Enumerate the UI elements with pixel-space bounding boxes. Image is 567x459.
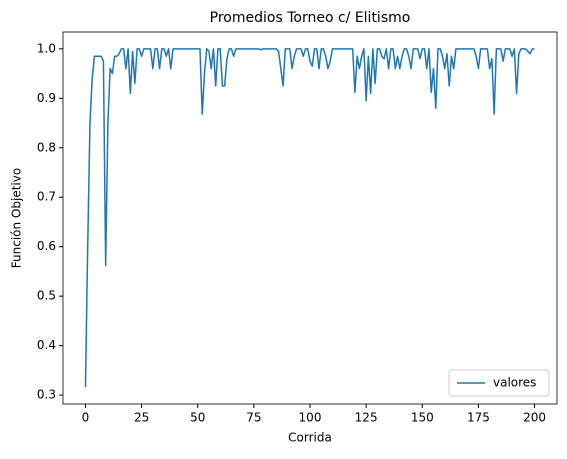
x-tick-label: 150 (411, 411, 434, 425)
y-tick-label: 0.5 (37, 289, 56, 303)
y-tick-label: 0.7 (37, 190, 56, 204)
y-tick-label: 0.9 (37, 91, 56, 105)
y-axis-label: Función Objetivo (10, 168, 24, 268)
x-tick-label: 200 (523, 411, 546, 425)
x-tick-label: 125 (355, 411, 378, 425)
y-tick-label: 1.0 (37, 41, 56, 55)
legend-label: valores (493, 376, 536, 390)
y-tick-label: 0.3 (37, 388, 56, 402)
x-tick-label: 75 (246, 411, 261, 425)
x-tick-label: 0 (82, 411, 90, 425)
x-tick-label: 100 (299, 411, 322, 425)
plot-frame (62, 31, 558, 405)
y-tick-label: 0.6 (37, 239, 56, 253)
chart-title: Promedios Torneo c/ Elitismo (210, 10, 411, 26)
y-tick-label: 0.4 (37, 338, 56, 352)
x-axis-label: Corrida (288, 431, 332, 445)
x-tick-label: 25 (134, 411, 149, 425)
legend-box (448, 369, 550, 397)
line-series (84, 48, 535, 388)
y-tick-label: 0.8 (37, 140, 56, 154)
x-tick-label: 50 (190, 411, 205, 425)
x-tick-label: 175 (467, 411, 490, 425)
